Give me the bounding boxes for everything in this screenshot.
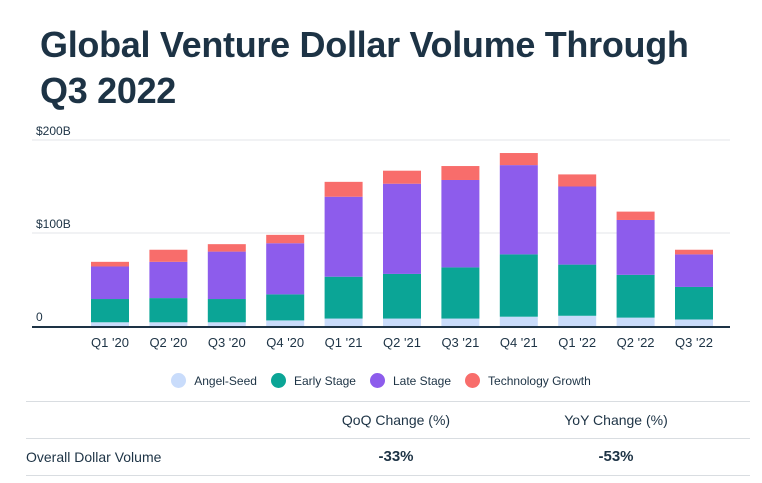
bar-segment-angel-seed [616, 317, 655, 326]
bar-segment-early-stage [324, 276, 363, 319]
bar-segment-angel-seed [324, 318, 363, 326]
bar-segment-early-stage [266, 294, 305, 321]
x-axis-labels: Q1 '20 Q2 '20 Q3 '20 Q4 '20 Q1 '21 Q2 '21 Q3 '… [91, 335, 713, 350]
chart-title: Global Venture Dollar Volume Through Q3 … [40, 24, 689, 111]
x-tick-label: Q1 '20 [91, 335, 129, 350]
legend-label: Late Stage [392, 373, 452, 388]
table-row: Overall Dollar Volume -33% -53% [26, 438, 750, 476]
bar-segment-late-stage [324, 196, 363, 277]
bar-segment-angel-seed [499, 316, 538, 326]
yoy-header: YoY Change (%) [564, 412, 668, 428]
change-table: QoQ Change (%) YoY Change (%) Overall Do… [26, 401, 750, 476]
qoq-value: -33% [378, 448, 414, 465]
bar-segment-late-stage [207, 251, 246, 300]
legend-item: Late Stage [369, 373, 452, 388]
bar-segment-angel-seed [441, 318, 480, 326]
legend-swatch [369, 373, 385, 388]
bar-segment-late-stage [675, 254, 713, 287]
x-tick-label: Q4 '20 [266, 335, 304, 350]
bar-segment-late-stage [441, 179, 480, 268]
x-tick-label: Q1 '22 [558, 335, 596, 350]
bar-segment-early-stage [675, 286, 713, 320]
x-tick-label: Q4 '21 [500, 335, 538, 350]
bar-segment-technology-growth [383, 170, 421, 184]
stacked-bar-chart: Q1 '20 Q2 '20 Q3 '20 Q4 '20 Q1 '21 Q2 '21 Q3 '… [32, 124, 730, 350]
bar-segment-technology-growth [675, 249, 713, 255]
bar-segment-angel-seed [383, 318, 421, 326]
legend-swatch [171, 373, 187, 388]
bar-segment-technology-growth [207, 244, 246, 252]
y-tick-label: $100B [36, 217, 71, 231]
x-tick-label: Q1 '21 [325, 335, 363, 350]
bar-segment-technology-growth [324, 181, 363, 197]
legend-label: Angel-Seed [194, 373, 257, 388]
bar-segment-late-stage [499, 165, 538, 255]
y-tick-label: $200B [36, 124, 71, 138]
bar-segment-late-stage [383, 183, 421, 274]
bar-segment-technology-growth [266, 234, 305, 244]
bar-segment-angel-seed [675, 319, 713, 326]
y-axis-labels: 0 $100B $200B [36, 124, 71, 324]
bar-segment-technology-growth [441, 166, 480, 180]
bar-segment-angel-seed [91, 322, 129, 326]
x-tick-label: Q2 '20 [149, 335, 187, 350]
yoy-value: -53% [598, 448, 634, 465]
bar-segment-technology-growth [91, 261, 129, 267]
y-tick-label: 0 [36, 310, 43, 324]
bar-segment-technology-growth [149, 249, 188, 262]
bar-segment-late-stage [91, 266, 129, 300]
legend-label: Technology Growth [488, 373, 591, 388]
bar-segment-angel-seed [207, 322, 246, 326]
bar-segment-angel-seed [558, 315, 597, 326]
x-tick-label: Q3 '20 [208, 335, 246, 350]
bar-segment-late-stage [149, 261, 188, 299]
bar-segment-technology-growth [499, 153, 538, 166]
bar-segment-early-stage [383, 273, 421, 319]
qoq-header: QoQ Change (%) [341, 412, 451, 428]
gridlines [32, 139, 730, 328]
bar-segment-early-stage [616, 274, 655, 318]
bar-segment-early-stage [441, 267, 480, 319]
bar-segment-technology-growth [558, 174, 597, 187]
x-tick-label: Q3 '21 [441, 335, 479, 350]
bar-segment-early-stage [149, 298, 188, 323]
legend-label: Early Stage [293, 373, 356, 388]
legend-swatch [465, 373, 481, 388]
legend-swatch [270, 373, 286, 388]
row-label: Overall Dollar Volume [26, 449, 162, 465]
bar-segment-early-stage [91, 299, 129, 323]
legend-item: Early Stage [270, 373, 356, 388]
legend: Angel-Seed Early Stage Late Stage Technolog… [0, 373, 762, 388]
bar-segment-early-stage [558, 264, 597, 316]
bar-segment-technology-growth [616, 211, 655, 220]
bar-segment-early-stage [207, 299, 246, 323]
bars [91, 153, 713, 326]
bar-segment-early-stage [499, 254, 538, 317]
legend-item: Angel-Seed [171, 373, 257, 388]
table-header-row: QoQ Change (%) YoY Change (%) [26, 401, 750, 438]
bar-segment-late-stage [558, 186, 597, 265]
bar-segment-angel-seed [266, 320, 305, 326]
bar-segment-late-stage [616, 219, 655, 275]
x-tick-label: Q2 '21 [383, 335, 421, 350]
x-tick-label: Q3 '22 [675, 335, 713, 350]
bar-segment-angel-seed [149, 322, 188, 326]
x-tick-label: Q2 '22 [617, 335, 655, 350]
bar-segment-late-stage [266, 243, 305, 295]
legend-item: Technology Growth [465, 373, 591, 388]
